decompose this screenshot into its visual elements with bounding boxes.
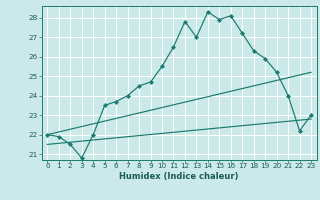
X-axis label: Humidex (Indice chaleur): Humidex (Indice chaleur): [119, 172, 239, 181]
